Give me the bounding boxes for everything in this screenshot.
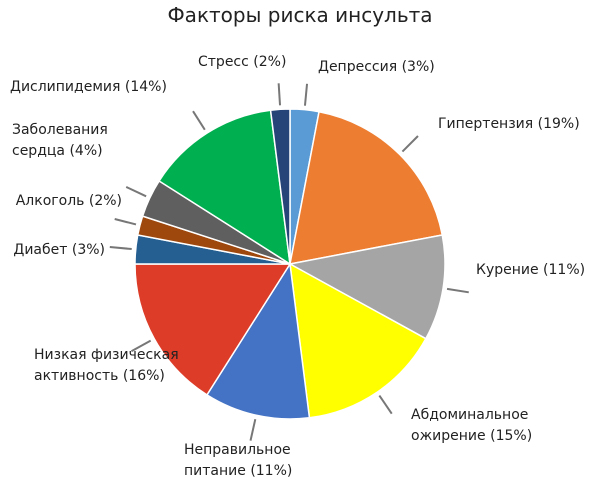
pie-slice <box>269 108 291 265</box>
value-label: (11%) <box>543 262 586 278</box>
category-label: Курение <box>476 262 539 278</box>
slice-label: Заболевания сердца (4%) <box>12 120 122 162</box>
pie-slice <box>205 261 311 420</box>
category-label: Диабет <box>13 242 68 258</box>
leader-line <box>114 218 137 226</box>
slice-label: Стресс (2%) <box>198 52 298 73</box>
leader-line <box>109 245 132 251</box>
category-label: Дислипидемия <box>10 79 121 95</box>
category-label: Алкоголь <box>15 193 85 209</box>
slice-label: Алкоголь (2%) <box>5 191 122 212</box>
value-label: (15%) <box>490 428 533 444</box>
slice-label: Низкая физическая активность (16%) <box>34 345 184 387</box>
value-label: (4%) <box>69 143 103 159</box>
value-label: (19%) <box>537 116 580 132</box>
category-label: Депрессия <box>318 59 398 75</box>
category-label: Неправильное питание <box>184 442 291 479</box>
leader-line <box>277 83 282 106</box>
slice-label: Неправильное питание (11%) <box>184 440 324 482</box>
category-label: Стресс <box>198 54 249 70</box>
chart-title: Факторы риска инсульта <box>167 3 433 27</box>
leader-line <box>125 186 147 198</box>
slice-label: Курение (11%) <box>476 260 596 281</box>
leader-line <box>249 418 257 441</box>
pie-slice <box>158 109 291 266</box>
value-label: (16%) <box>122 368 165 384</box>
pie-slice <box>134 263 292 396</box>
value-label: (3%) <box>71 242 105 258</box>
slice-label: Диабет (3%) <box>5 240 105 261</box>
category-label: Абдоминальное ожирение <box>411 407 529 444</box>
category-label: Заболевания сердца <box>12 122 108 159</box>
pie-slice <box>289 262 427 419</box>
value-label: (11%) <box>250 463 293 479</box>
slice-label: Гипертензия (19%) <box>438 114 598 135</box>
category-label: Низкая физическая активность <box>34 347 179 384</box>
leader-line <box>130 339 152 353</box>
pie-slice <box>289 110 444 265</box>
leader-line <box>378 394 393 415</box>
category-label: Гипертензия <box>438 116 534 132</box>
leader-line <box>303 83 309 106</box>
leader-line <box>192 110 206 131</box>
leader-line <box>401 135 419 153</box>
value-label: (3%) <box>401 59 435 75</box>
value-label: (14%) <box>124 79 167 95</box>
pie-slice <box>287 234 446 340</box>
leader-line <box>446 287 469 294</box>
value-label: (2%) <box>253 54 287 70</box>
slice-label: Дислипидемия (14%) <box>10 77 190 98</box>
value-label: (2%) <box>88 193 122 209</box>
slice-label: Депрессия (3%) <box>318 57 458 78</box>
slice-label: Абдоминальное ожирение (15%) <box>411 405 561 447</box>
